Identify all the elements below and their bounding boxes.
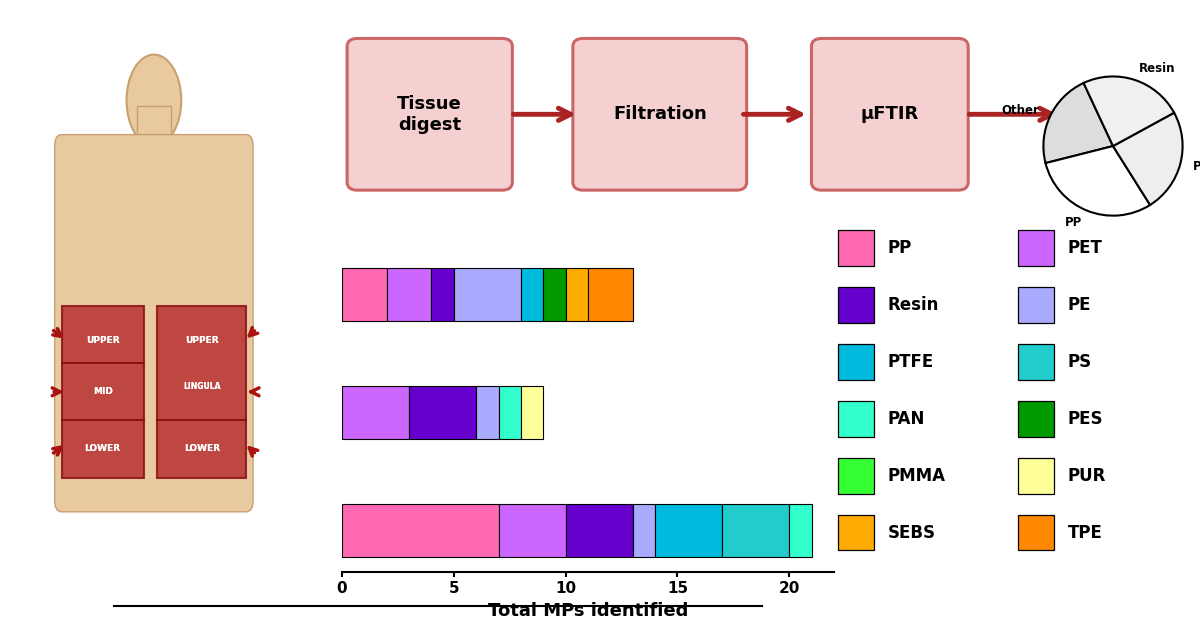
FancyBboxPatch shape	[55, 135, 253, 512]
Text: Resin: Resin	[1139, 62, 1175, 74]
Bar	[521, 386, 544, 439]
Bar	[588, 269, 632, 321]
FancyBboxPatch shape	[1018, 231, 1054, 266]
Text: Filtration: Filtration	[613, 105, 707, 123]
Bar	[632, 504, 655, 557]
FancyBboxPatch shape	[157, 306, 246, 478]
Bar	[454, 269, 521, 321]
FancyBboxPatch shape	[838, 231, 874, 266]
Bar	[722, 504, 790, 557]
FancyBboxPatch shape	[1018, 458, 1054, 493]
Bar	[342, 386, 409, 439]
FancyBboxPatch shape	[838, 458, 874, 493]
Bar	[565, 504, 632, 557]
Text: UPPER: UPPER	[85, 336, 120, 345]
Text: PES: PES	[1068, 410, 1104, 428]
Bar	[565, 269, 588, 321]
Bar	[386, 269, 432, 321]
Text: UPPER: UPPER	[185, 336, 218, 345]
Text: Resin: Resin	[888, 296, 940, 314]
Text: PET: PET	[1193, 160, 1200, 173]
FancyBboxPatch shape	[347, 39, 512, 190]
Text: LOWER: LOWER	[184, 444, 220, 453]
FancyBboxPatch shape	[838, 287, 874, 323]
Text: LOWER: LOWER	[84, 444, 120, 453]
FancyBboxPatch shape	[1018, 515, 1054, 551]
FancyBboxPatch shape	[838, 515, 874, 551]
Text: Other: Other	[1001, 104, 1039, 117]
Text: PE: PE	[1068, 296, 1092, 314]
FancyBboxPatch shape	[838, 401, 874, 437]
Text: PMMA: PMMA	[888, 467, 946, 485]
FancyBboxPatch shape	[811, 39, 968, 190]
FancyBboxPatch shape	[137, 106, 170, 157]
Text: MID: MID	[92, 387, 113, 396]
Text: PP: PP	[888, 239, 912, 257]
Text: Tissue
digest: Tissue digest	[397, 95, 462, 134]
FancyBboxPatch shape	[61, 306, 144, 478]
Bar	[498, 386, 521, 439]
Text: LINGULA: LINGULA	[184, 382, 221, 391]
Wedge shape	[1044, 83, 1114, 163]
FancyBboxPatch shape	[1018, 287, 1054, 323]
Text: PUR: PUR	[1068, 467, 1106, 485]
Text: PAN: PAN	[888, 410, 925, 428]
Bar	[342, 269, 386, 321]
Text: LOWER: LOWER	[184, 444, 220, 453]
Bar	[655, 504, 722, 557]
Bar	[544, 269, 565, 321]
Bar	[432, 269, 454, 321]
Text: SEBS: SEBS	[888, 524, 936, 542]
Circle shape	[126, 55, 181, 146]
X-axis label: Total MPs identified: Total MPs identified	[488, 602, 688, 620]
Text: μFTIR: μFTIR	[860, 105, 919, 123]
Text: PS: PS	[1068, 353, 1092, 371]
FancyBboxPatch shape	[1018, 401, 1054, 437]
Text: PTFE: PTFE	[888, 353, 935, 371]
FancyBboxPatch shape	[157, 306, 246, 478]
FancyBboxPatch shape	[838, 344, 874, 380]
Wedge shape	[1045, 146, 1150, 216]
Bar	[409, 386, 476, 439]
Text: TPE: TPE	[1068, 524, 1103, 542]
Bar	[790, 504, 811, 557]
Text: UPPER: UPPER	[185, 336, 218, 345]
Text: PET: PET	[1068, 239, 1103, 257]
Text: MID: MID	[92, 387, 113, 396]
FancyBboxPatch shape	[1018, 344, 1054, 380]
Text: UPPER: UPPER	[85, 336, 120, 345]
Text: LINGULA: LINGULA	[184, 382, 221, 391]
Bar	[521, 269, 544, 321]
Text: LOWER: LOWER	[84, 444, 120, 453]
Wedge shape	[1084, 76, 1174, 146]
Wedge shape	[1114, 113, 1182, 205]
Bar	[476, 386, 498, 439]
Bar	[498, 504, 565, 557]
Text: PP: PP	[1066, 216, 1082, 229]
FancyBboxPatch shape	[61, 306, 144, 478]
Bar	[342, 504, 498, 557]
FancyBboxPatch shape	[572, 39, 746, 190]
